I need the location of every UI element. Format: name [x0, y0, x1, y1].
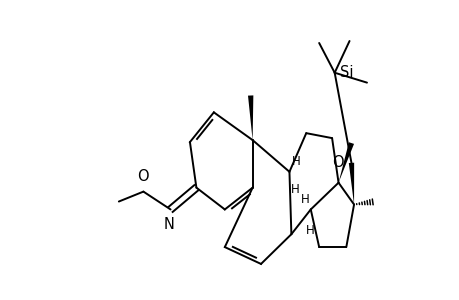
- Text: H: H: [300, 193, 308, 206]
- Text: H: H: [290, 183, 299, 196]
- Polygon shape: [348, 163, 353, 205]
- Polygon shape: [338, 142, 353, 183]
- Polygon shape: [247, 95, 253, 140]
- Text: O: O: [332, 155, 343, 170]
- Text: N: N: [163, 217, 174, 232]
- Text: H: H: [291, 155, 300, 168]
- Text: O: O: [137, 169, 149, 184]
- Text: H: H: [305, 224, 314, 237]
- Text: Si: Si: [339, 65, 353, 80]
